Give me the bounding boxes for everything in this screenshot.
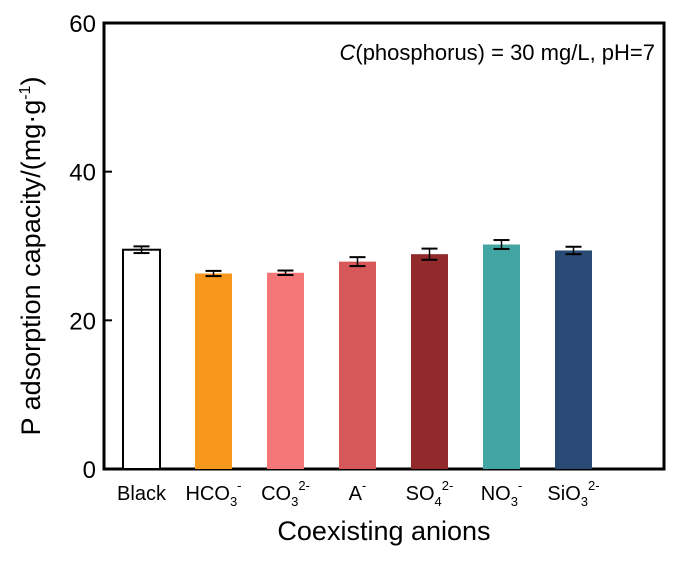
- x-tick-label: Black: [117, 483, 167, 505]
- bar: [339, 261, 376, 469]
- bar: [411, 254, 448, 469]
- x-tick-label: CO32-: [261, 478, 310, 509]
- x-tick-label: HCO3-: [185, 478, 241, 509]
- bar: [483, 244, 520, 469]
- x-tick-label: SO42-: [406, 478, 454, 509]
- bar: [122, 248, 161, 470]
- y-tick-label: 20: [69, 308, 96, 335]
- bar: [195, 273, 232, 469]
- y-tick-label: 60: [69, 11, 96, 38]
- x-axis-label: Coexisting anions: [277, 516, 490, 546]
- x-tick-label: SiO32-: [547, 478, 599, 509]
- bar: [267, 272, 304, 469]
- plot-frame: [102, 21, 666, 471]
- y-tick-label: 40: [69, 160, 96, 187]
- condition-annotation: C(phosphorus) = 30 mg/L, pH=7: [339, 40, 655, 65]
- bar: [555, 250, 592, 469]
- x-tick-label: A-: [349, 478, 367, 505]
- x-tick-label: NO3-: [481, 478, 523, 509]
- y-axis-label: P adsorption capacity/(mg·g-1): [16, 77, 46, 436]
- y-tick-label: 0: [83, 457, 96, 484]
